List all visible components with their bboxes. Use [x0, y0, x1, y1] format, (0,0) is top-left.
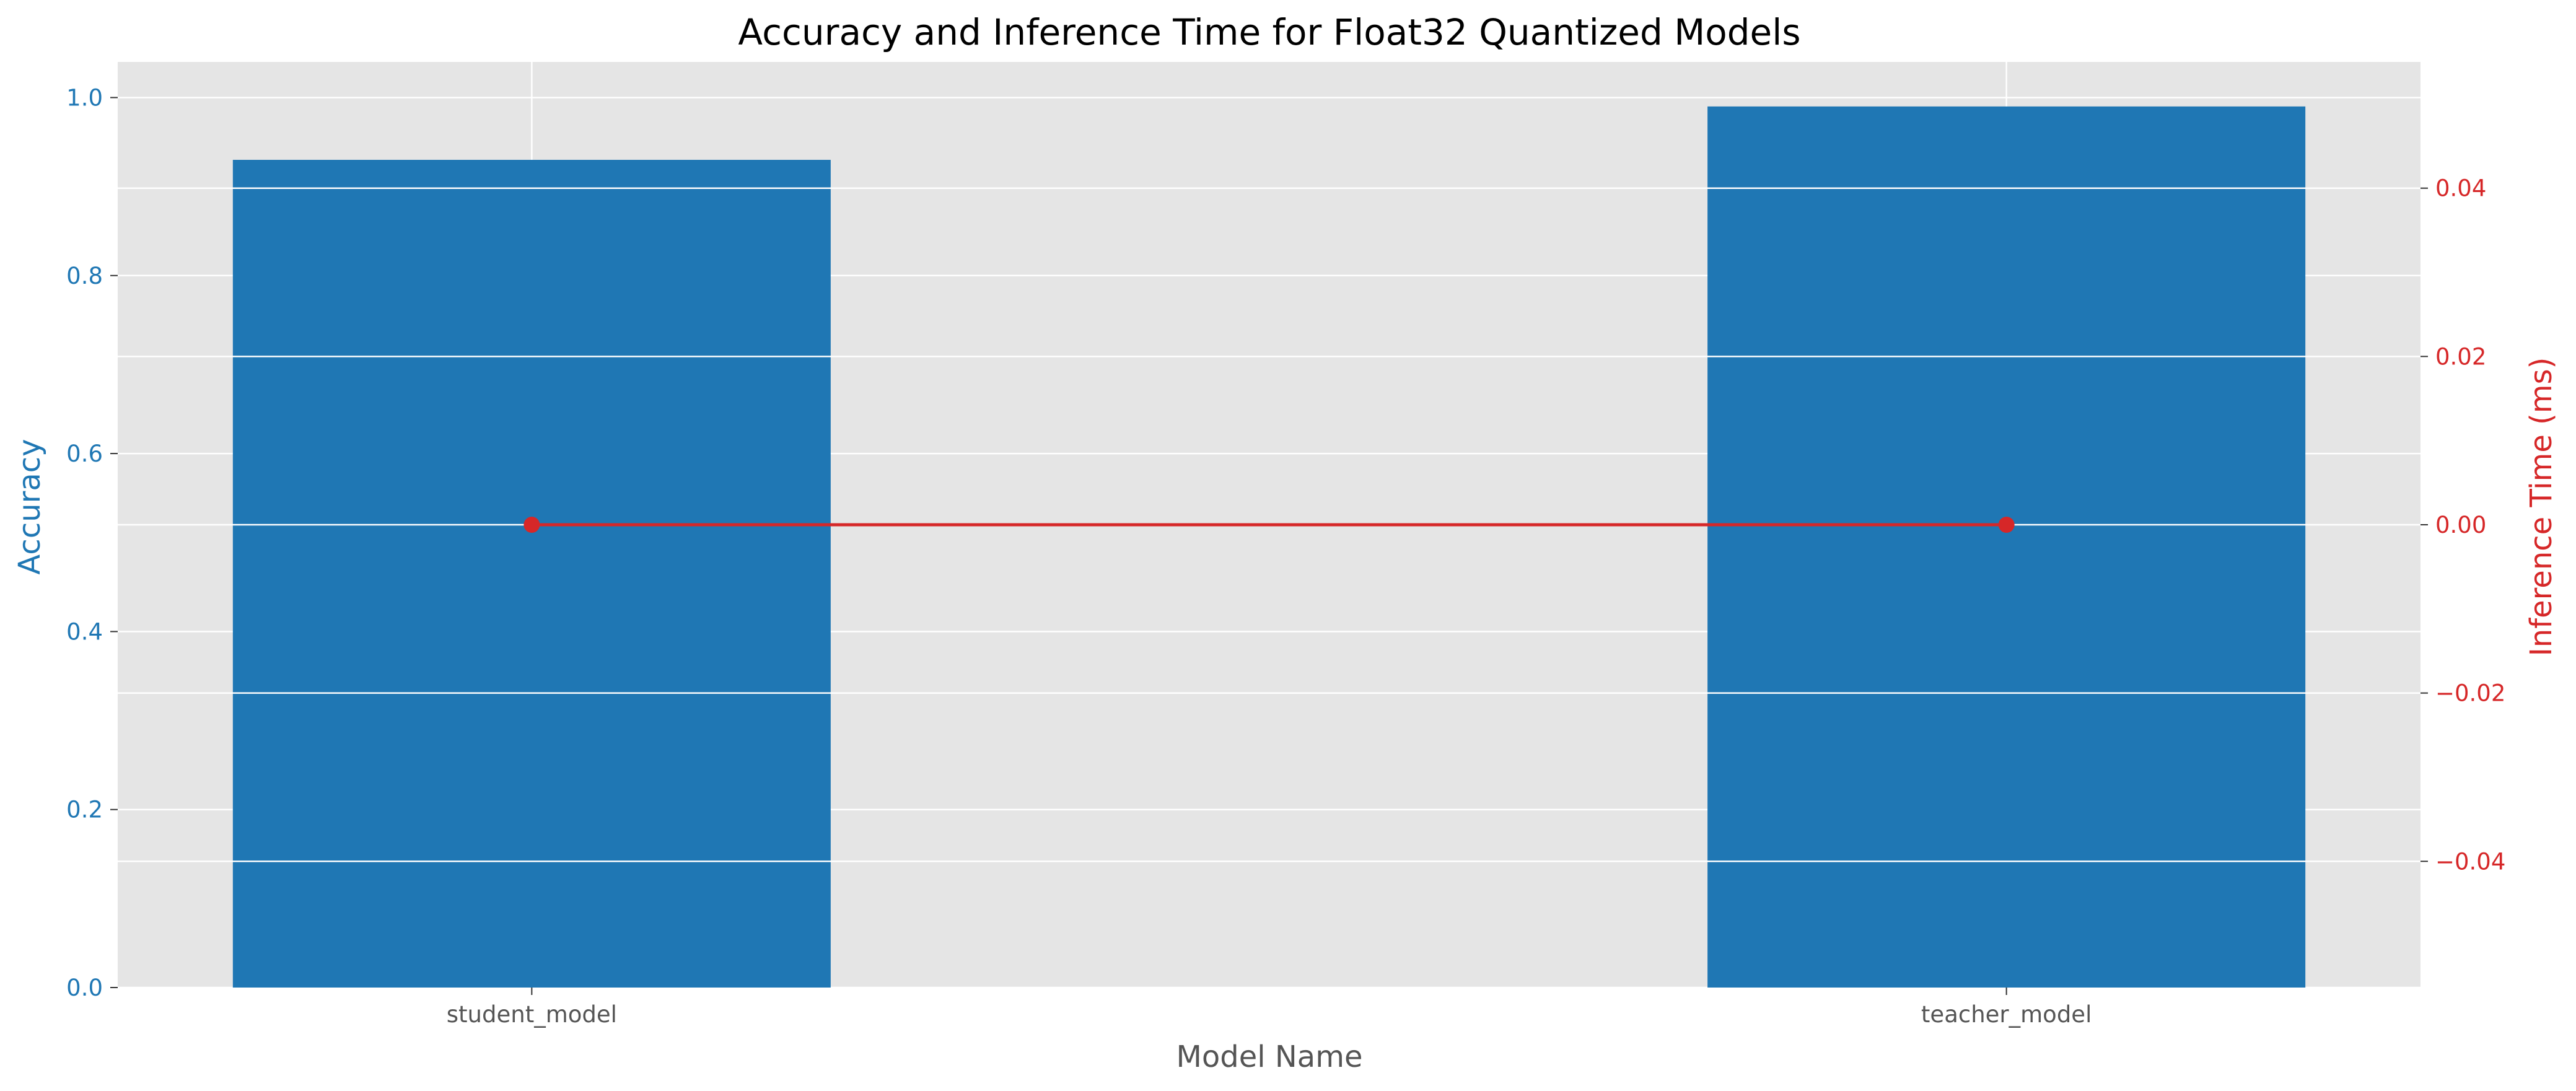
inference-point-teacher_model: [1998, 517, 2015, 533]
right-tick-label: −0.04: [2435, 848, 2505, 875]
bar-student_model: [232, 160, 831, 988]
x-axis-label: Model Name: [1176, 1040, 1363, 1074]
right-tick-label: 0.00: [2435, 512, 2486, 538]
chart-title: Accuracy and Inference Time for Float32 …: [738, 11, 1800, 53]
left-tick-label: 0.8: [66, 263, 103, 289]
y-axis-label-left: Accuracy: [12, 439, 47, 574]
right-tick-label: −0.02: [2435, 680, 2505, 707]
x-axis-ticks: student_model teacher_model: [447, 988, 2092, 1028]
x-tick-label: student_model: [447, 1001, 617, 1028]
right-tick-label: 0.04: [2435, 175, 2486, 202]
right-tick-label: 0.02: [2435, 343, 2486, 370]
bar-series: [232, 106, 2306, 988]
bar-teacher_model: [1707, 106, 2306, 988]
left-axis-ticks: 0.0 0.2 0.4 0.6 0.8 1.0: [66, 84, 118, 1001]
left-tick-label: 1.0: [66, 84, 103, 111]
left-tick-label: 0.0: [66, 975, 103, 1001]
inference-point-student_model: [524, 517, 540, 533]
x-tick-label: teacher_model: [1921, 1001, 2092, 1028]
inference-time-series: [524, 517, 2015, 533]
left-tick-label: 0.2: [66, 797, 103, 823]
left-tick-label: 0.6: [66, 440, 103, 467]
left-tick-label: 0.4: [66, 618, 103, 645]
y-axis-label-right: Inference Time (ms): [2524, 357, 2559, 657]
right-axis-ticks: −0.04 −0.02 0.00 0.02 0.04: [2420, 175, 2505, 875]
